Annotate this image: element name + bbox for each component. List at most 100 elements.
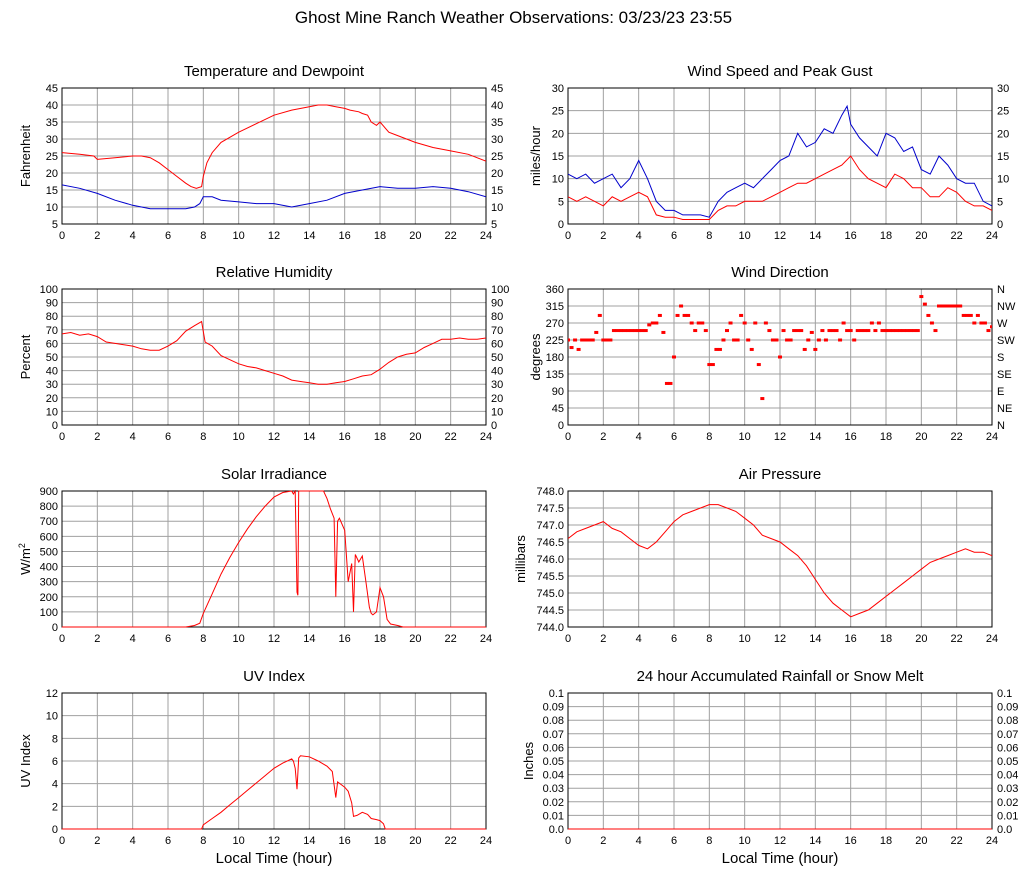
data-point <box>929 321 934 325</box>
data-point <box>650 321 655 325</box>
y-tick-label: 0.01 <box>543 810 564 822</box>
x-tick-label: 18 <box>880 835 892 847</box>
x-tick-label: 8 <box>200 431 206 443</box>
data-point <box>922 302 927 306</box>
y-tick-label: 30 <box>46 134 58 146</box>
y-tick-label: 0 <box>52 824 58 836</box>
right-tick-label: 0.1 <box>997 688 1012 700</box>
x-tick-label: 12 <box>268 835 280 847</box>
right-tick-label: 10 <box>491 202 503 214</box>
y-tick-label: 60 <box>46 338 58 350</box>
data-point <box>629 329 634 333</box>
right-tick-label: 5 <box>491 219 497 231</box>
data-point <box>746 338 751 342</box>
right-tick-label: 35 <box>491 117 503 129</box>
x-tick-label: 18 <box>880 431 892 443</box>
x-tick-label: 12 <box>268 431 280 443</box>
right-tick-label: 100 <box>491 284 509 296</box>
data-point <box>944 304 949 308</box>
x-tick-label: 8 <box>706 835 712 847</box>
data-point <box>852 338 857 342</box>
x-tick-label: 8 <box>200 230 206 242</box>
y-axis-label-text: miles/hour <box>528 125 543 186</box>
y-tick-label: 0.04 <box>543 770 564 782</box>
data-point <box>672 355 676 359</box>
data-point <box>795 329 800 333</box>
x-tick-label: 2 <box>600 431 606 443</box>
data-point <box>636 329 641 333</box>
data-point <box>725 329 729 333</box>
x-tick-label: 14 <box>809 431 821 443</box>
data-point <box>594 330 599 334</box>
right-tick-label: 90 <box>491 298 503 310</box>
y-tick-label: 0.02 <box>543 797 564 809</box>
data-point <box>654 321 659 325</box>
data-point <box>580 338 585 342</box>
series-line-0 <box>62 104 486 189</box>
data-point <box>990 325 992 329</box>
right-tick-label: 45 <box>491 83 503 95</box>
data-point <box>845 329 850 333</box>
data-point <box>785 338 790 342</box>
data-point <box>876 321 881 325</box>
right-tick-label: 0 <box>997 219 1003 231</box>
data-point <box>848 329 853 333</box>
right-tick-label: S <box>997 352 1004 364</box>
data-point <box>753 321 758 325</box>
data-point <box>802 347 807 351</box>
data-point <box>834 329 839 333</box>
series-line-0 <box>62 490 486 628</box>
data-point <box>792 329 797 333</box>
x-tick-label: 22 <box>445 633 457 645</box>
y-axis-label-text: Inches <box>521 741 536 780</box>
data-point <box>767 329 772 333</box>
y-tick-label: 80 <box>46 311 58 323</box>
x-tick-label: 16 <box>845 431 857 443</box>
x-tick-label: 16 <box>845 835 857 847</box>
data-point <box>947 304 952 308</box>
data-point <box>919 295 924 299</box>
right-tick-label: 30 <box>491 379 503 391</box>
series-0 <box>568 295 992 401</box>
y-tick-label: 745.5 <box>536 571 564 583</box>
right-tick-label: 0.08 <box>997 715 1018 727</box>
y-tick-label: 500 <box>40 546 58 558</box>
data-point <box>633 329 638 333</box>
y-tick-label: 0.03 <box>543 783 564 795</box>
y-tick-label: 6 <box>52 756 58 768</box>
chart-title: Solar Irradiance <box>221 466 327 483</box>
x-tick-label: 6 <box>165 633 171 645</box>
y-tick-label: 200 <box>40 592 58 604</box>
x-tick-label: 2 <box>600 835 606 847</box>
data-point <box>756 363 761 367</box>
x-tick-label: 24 <box>986 835 998 847</box>
y-axis-label-text: UV Index <box>18 734 33 788</box>
data-point <box>717 347 722 351</box>
data-point <box>975 313 980 317</box>
x-tick-label: 12 <box>774 633 786 645</box>
chart-title: Temperature and Dewpoint <box>184 63 365 80</box>
data-point <box>604 338 609 342</box>
plot-frame <box>567 87 993 225</box>
data-point <box>788 338 793 342</box>
x-tick-label: 18 <box>374 633 386 645</box>
chart-title: Wind Speed and Peak Gust <box>687 63 873 80</box>
data-point <box>841 321 846 325</box>
right-tick-label: 0.06 <box>997 742 1018 754</box>
data-point <box>823 338 828 342</box>
data-point <box>679 304 684 308</box>
x-tick-label: 0 <box>565 633 571 645</box>
x-tick-label: 18 <box>880 633 892 645</box>
y-tick-label: 10 <box>46 406 58 418</box>
x-tick-label: 10 <box>739 835 751 847</box>
x-tick-label: 24 <box>480 230 492 242</box>
x-tick-label: 24 <box>986 633 998 645</box>
series-line-1 <box>62 184 486 210</box>
data-point <box>728 321 733 325</box>
x-tick-label: 12 <box>774 230 786 242</box>
x-tick-label: 14 <box>303 633 315 645</box>
x-tick-label: 6 <box>671 633 677 645</box>
y-tick-label: 745.0 <box>536 588 564 600</box>
